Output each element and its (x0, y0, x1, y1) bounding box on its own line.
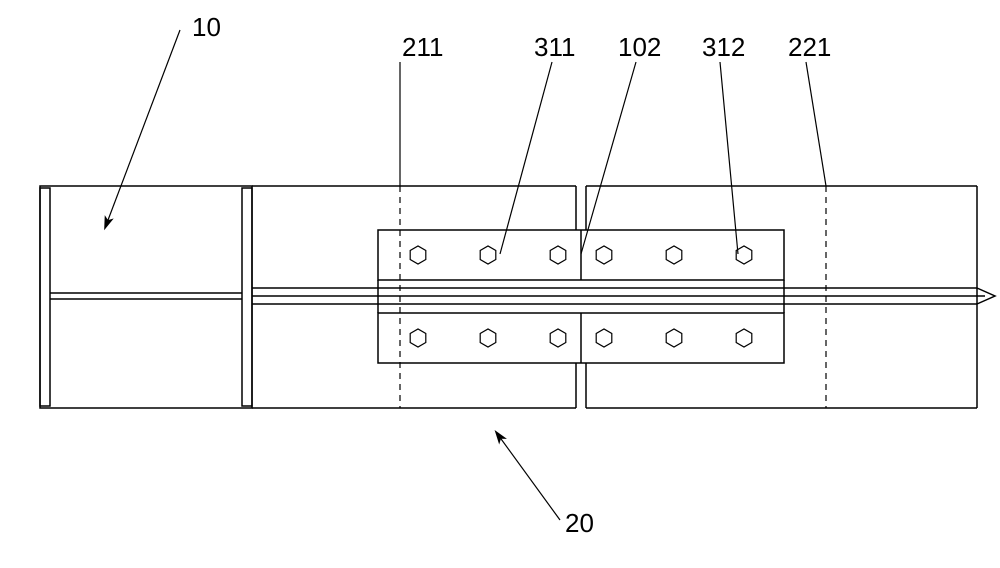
diagram-svg (0, 0, 1000, 568)
